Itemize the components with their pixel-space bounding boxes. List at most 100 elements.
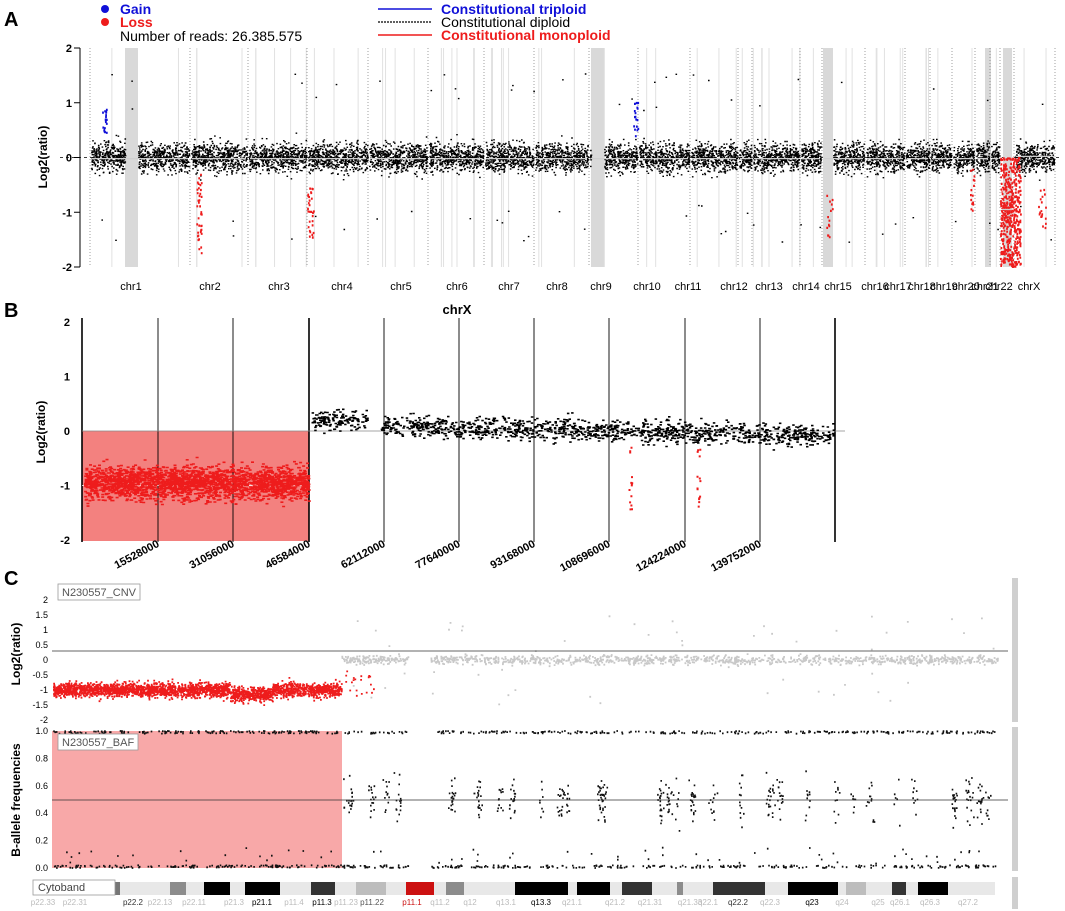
chromosome-label: chr11 (675, 281, 702, 293)
chromosome-label: chr15 (824, 281, 852, 293)
cytoband-segment (311, 882, 335, 895)
y-tick-label: 1 (64, 372, 70, 384)
chromosome-label: chr12 (720, 281, 748, 293)
x-tick-label: 62112000 (339, 538, 387, 571)
centromere-gap (823, 48, 833, 267)
chromosome-points-chr1 (91, 134, 191, 177)
chromosome-points-chr9 (590, 138, 639, 178)
cytoband-track-tag[interactable]: Cytoband (32, 879, 116, 896)
gain-segment-chr10 (633, 101, 640, 138)
gain-legend-dot (101, 5, 109, 13)
panel-c-letter: C (4, 568, 18, 590)
cytoband-label: q25 (871, 898, 885, 907)
chromosome-label: chr22 (985, 281, 1013, 293)
chromosome-label: chr20 (952, 281, 980, 293)
y-tick-label: -2 (60, 535, 70, 547)
x-tick-label: 77640000 (414, 538, 463, 572)
cytoband-segment (683, 882, 713, 895)
y-tick-label: 1.5 (35, 610, 48, 620)
panel-a-legend: Gain Loss Number of reads: 26.385.575 Co… (101, 1, 611, 44)
panel-b-ylabel: Log2(ratio) (34, 401, 48, 464)
x-tick-label: 31056000 (188, 538, 237, 572)
cytoband-segment (577, 882, 610, 895)
chromosome-label: chr14 (792, 281, 820, 293)
cytoband-label: q27.2 (958, 898, 979, 907)
cytoband-label: p11.4 (284, 898, 304, 907)
monoploid-legend-label: Constitutional monoploid (441, 27, 611, 43)
panel-b-x-tick-labels: 15528000 31056000 46584000 62112000 77640000… (113, 538, 764, 574)
cytoband-segment (765, 882, 788, 895)
cytoband-track-scrollbar[interactable] (1012, 877, 1018, 909)
y-tick-label: 2 (66, 43, 72, 55)
panel-c: C Log2(ratio) B-allele frequencies 2 1.5 1… (4, 568, 1018, 909)
cytoband-segment (713, 882, 765, 895)
loss-segment-chr20 (970, 168, 976, 212)
gain-legend-label: Gain (120, 1, 151, 17)
cytoband-segment (515, 882, 568, 895)
chromosome-points-chr10 (639, 137, 691, 178)
chromosome-points-chr3 (249, 132, 308, 180)
chromosome-label: chr18 (908, 281, 936, 293)
chromosome-label: chr7 (498, 281, 519, 293)
cnv-track-tag[interactable]: N230557_CNV (57, 583, 141, 601)
chromosome-label: chr8 (546, 281, 567, 293)
cytoband-segment (918, 882, 948, 895)
cytoband-label: q26.1 (890, 898, 911, 907)
diploid-legend-label: Constitutional diploid (441, 14, 570, 30)
cnv-track-scrollbar[interactable] (1012, 578, 1018, 722)
cytoband-segment (406, 882, 434, 895)
cytoband-label: p22.31 (63, 898, 88, 907)
chromosome-points-chr5 (369, 136, 429, 180)
cytoband-segment (245, 882, 280, 895)
cytoband-label: p11.3 (312, 898, 332, 907)
cnv-transition-points (345, 670, 375, 697)
y-tick-label: 0.8 (35, 753, 48, 763)
loss-legend-label: Loss (120, 14, 153, 30)
y-tick-label: -1 (40, 685, 48, 695)
cytoband-segment (906, 882, 918, 895)
cytoband-segment (866, 882, 892, 895)
baf-track-scrollbar[interactable] (1012, 727, 1018, 871)
cytoband-segment (464, 882, 515, 895)
chromosome-points-chr6 (429, 134, 485, 179)
y-tick-label: 1 (66, 98, 72, 110)
baf-track-tag-label: N230557_BAF (62, 737, 134, 749)
cytoband-label: q12 (463, 898, 477, 907)
baf-track-tag[interactable]: N230557_BAF (57, 733, 139, 751)
cytoband-label: q13.3 (531, 898, 552, 907)
cytoband-label: q11.2 (430, 898, 450, 907)
chromosome-points-chr17 (906, 139, 931, 178)
chromosome-points-chr18 (931, 138, 953, 174)
chromosome-label: chr9 (590, 281, 611, 293)
cytoband-segment (610, 882, 622, 895)
chromosome-label: chr1 (120, 281, 141, 293)
panel-a: A Gain Loss Number of reads: 26.385.575 … (4, 1, 1062, 293)
cytoband-segment (280, 882, 311, 895)
cytoband-segment (652, 882, 677, 895)
y-tick-label: 2 (43, 595, 48, 605)
outlier-points (101, 73, 1052, 243)
loss-legend-dot (101, 18, 109, 26)
baf-loss-region (52, 731, 342, 868)
loss-segment-chr22 (1000, 156, 1022, 268)
chromosome-points-chr12 (739, 139, 753, 173)
cytoband-label: q24 (835, 898, 849, 907)
cnv-loss-points (53, 677, 343, 706)
cytoband-segment (788, 882, 838, 895)
centromere-gap (985, 48, 991, 267)
y-tick-label: 0.2 (35, 836, 48, 846)
cytoband-label: p11.22 (360, 898, 384, 907)
chromosome-label: chr10 (633, 281, 661, 293)
cnv-data-points (53, 615, 999, 706)
y-tick-label: 1 (43, 625, 48, 635)
cytoband-segment (622, 882, 652, 895)
cytoband-track-tag-label: Cytoband (38, 882, 85, 894)
y-tick-label: 0.5 (35, 640, 48, 650)
baf-y-axis: 1.0 0.8 0.6 0.4 0.2 0.0 (35, 726, 48, 873)
cytoband-ideogram: p22.33 p22.31 p22.2 p22.13 p22.11 p21.3 p21.1 p… (31, 882, 995, 907)
chromosome-label: chr17 (884, 281, 912, 293)
cytoband-segment (948, 882, 995, 895)
cytoband-segment (186, 882, 204, 895)
loss-points (84, 456, 311, 508)
panel-c-ylabel-top: Log2(ratio) (9, 623, 23, 686)
